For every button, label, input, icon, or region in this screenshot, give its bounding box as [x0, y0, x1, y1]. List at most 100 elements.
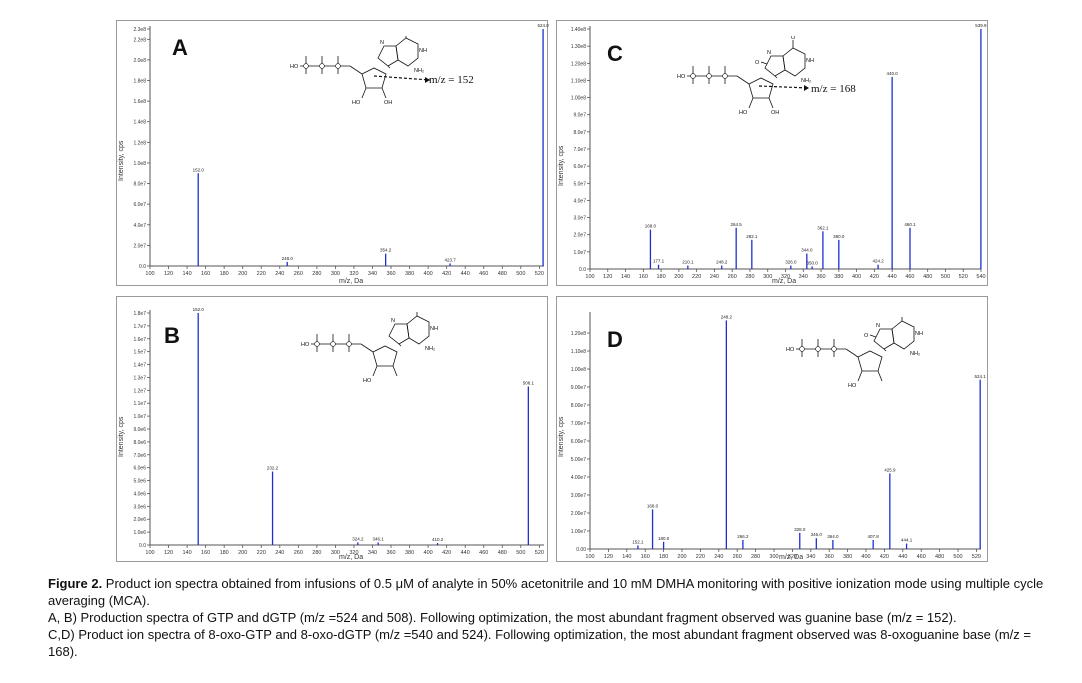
- x-tick-label-c: 260: [728, 274, 737, 280]
- peak-label-d: 364.0: [827, 534, 839, 539]
- x-tick-label-d: 360: [825, 554, 834, 560]
- peak-label-b: 324.2: [352, 536, 364, 541]
- y-tick-label-c: 1.00e8: [571, 96, 587, 102]
- peak-label-c: 168.0: [645, 224, 657, 229]
- y-tick-label-b: 1.1e7: [133, 401, 146, 407]
- bond-line: [774, 75, 778, 79]
- peak-label-d: 524.1: [975, 374, 987, 379]
- panel-c: 0.0 1.0e7 2.0e7 3.0e7 4.0e7 5.0e7 6.0e7 7.0e7 8.…: [556, 20, 988, 286]
- bond-line: [883, 348, 887, 352]
- peak-label-a: 248.0: [282, 256, 294, 261]
- x-tick-label-b: 480: [498, 550, 507, 556]
- y-tick-label-d: 4.00e7: [571, 475, 587, 481]
- structure-text: N: [391, 318, 395, 324]
- fragmentation-arrow: [758, 85, 810, 89]
- structure-text: NH: [915, 331, 923, 337]
- y-tick-label-d: 9.00e7: [571, 385, 587, 391]
- imidazole-ring: [377, 45, 399, 67]
- y-tick-label-a: 8.0e7: [133, 182, 146, 188]
- x-tick-label-d: 520: [972, 554, 981, 560]
- x-tick-label-c: 240: [710, 274, 719, 280]
- structure-text: NH₂: [910, 351, 920, 357]
- bond-line: [877, 370, 883, 382]
- y-tick-label-c: 1.40e8: [571, 27, 587, 33]
- sugar-ring: [372, 345, 398, 367]
- fragmentation-arrow: [373, 75, 431, 81]
- structure-text: OH: [771, 110, 779, 116]
- phosphorus-atom: [314, 341, 320, 347]
- y-tick-label-b: 9.0e6: [133, 427, 146, 433]
- y-tick-label-b: 1.0e6: [133, 530, 146, 536]
- x-tick-label-a: 400: [424, 271, 433, 277]
- x-tick-label-b: 400: [424, 550, 433, 556]
- bond-line: [748, 97, 754, 109]
- x-tick-label-d: 180: [659, 554, 668, 560]
- x-tick-label-a: 140: [182, 271, 191, 277]
- peak-label-d: 248.2: [721, 314, 733, 319]
- structure-text: HO: [363, 378, 372, 384]
- x-tick-label-d: 400: [861, 554, 870, 560]
- peak-label-c: 424.2: [872, 259, 884, 264]
- x-tick-label-b: 160: [201, 550, 210, 556]
- x-tick-label-a: 180: [220, 271, 229, 277]
- x-tick-label-a: 160: [201, 271, 210, 277]
- x-tick-label-a: 340: [368, 271, 377, 277]
- structure-text: NH: [806, 58, 814, 64]
- y-tick-label-a: 2.3e8: [133, 27, 146, 33]
- y-tick-label-a: 2.2e8: [133, 37, 146, 43]
- y-tick-label-a: 2.0e7: [133, 243, 146, 249]
- x-tick-label-d: 340: [806, 554, 815, 560]
- panel-letter-c: C: [607, 41, 623, 66]
- y-tick-label-b: 4.0e6: [133, 491, 146, 497]
- y-tick-label-c: 4.0e7: [573, 198, 586, 204]
- structure-text: N: [380, 40, 384, 46]
- structure-text: O: [791, 36, 796, 41]
- structure-d: HOHOONHNH₂NO: [782, 317, 952, 397]
- x-tick-label-c: 280: [745, 274, 754, 280]
- structure-text: O: [755, 60, 760, 66]
- x-tick-label-b: 140: [182, 550, 191, 556]
- x-tick-label-b: 320: [349, 550, 358, 556]
- phosphorus-atom: [335, 63, 341, 69]
- x-tick-label-c: 100: [585, 274, 594, 280]
- peak-label-c: 350.0: [807, 260, 819, 265]
- pyrimidine-ring: [782, 47, 806, 77]
- bond-line: [869, 334, 877, 338]
- sugar-ring: [748, 77, 774, 99]
- x-tick-label-d: 240: [714, 554, 723, 560]
- x-tick-label-a: 520: [535, 271, 544, 277]
- y-tick-label-c: 9.0e7: [573, 113, 586, 119]
- phosphorus-atom: [831, 346, 837, 352]
- bond-line: [736, 75, 750, 85]
- y-tick-label-b: 0.0: [139, 543, 146, 549]
- peak-label-b: 232.2: [267, 466, 279, 471]
- phosphorus-atom: [799, 346, 805, 352]
- x-tick-label-c: 320: [781, 274, 790, 280]
- annotation-a: m/z = 152: [429, 74, 474, 86]
- y-tick-label-b: 5.0e6: [133, 479, 146, 485]
- x-tick-label-b: 460: [479, 550, 488, 556]
- x-tick-label-a: 120: [164, 271, 173, 277]
- x-tick-label-a: 380: [405, 271, 414, 277]
- bond-line: [361, 87, 367, 99]
- bond-line: [760, 61, 768, 65]
- bond-line: [768, 97, 774, 109]
- x-tick-label-c: 360: [816, 274, 825, 280]
- peak-label-d: 444.1: [901, 538, 913, 543]
- pyrimidine-ring: [891, 320, 915, 350]
- peak-label-d: 328.0: [794, 527, 806, 532]
- x-tick-label-b: 360: [386, 550, 395, 556]
- peak-label-b: 410.2: [432, 537, 444, 542]
- phosphorus-atom: [706, 73, 712, 79]
- peak-label-a: 354.2: [380, 248, 392, 253]
- bond-line: [857, 370, 863, 382]
- peak-label-c: 177.1: [653, 259, 665, 264]
- x-tick-label-d: 200: [677, 554, 686, 560]
- x-tick-label-c: 220: [692, 274, 701, 280]
- x-tick-label-d: 320: [788, 554, 797, 560]
- y-tick-label-a: 1.4e8: [133, 120, 146, 126]
- x-tick-label-a: 500: [516, 271, 525, 277]
- phosphorus-atom: [690, 73, 696, 79]
- x-tick-label-b: 100: [145, 550, 154, 556]
